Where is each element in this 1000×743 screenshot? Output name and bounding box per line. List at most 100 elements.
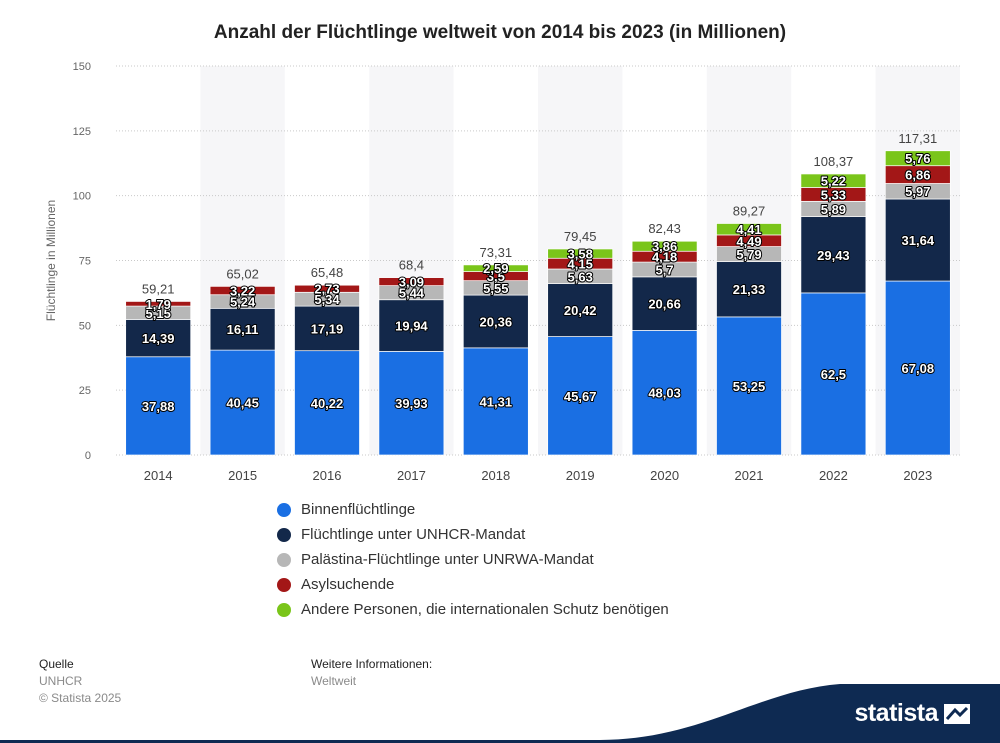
source-link[interactable]: UNHCR xyxy=(39,674,83,688)
legend-marker xyxy=(277,552,291,567)
bar-segment xyxy=(125,319,192,358)
total-label: 59,21 xyxy=(142,281,175,296)
bar-segment xyxy=(800,173,867,188)
x-tick-label: 2015 xyxy=(228,468,257,483)
bar-segment xyxy=(631,276,698,331)
data-label: 5,76 xyxy=(905,151,930,166)
y-tick-label: 125 xyxy=(73,126,91,138)
x-tick-label: 2018 xyxy=(481,468,510,483)
y-tick-label: 25 xyxy=(79,385,91,397)
bar-segment xyxy=(547,248,614,259)
bar-segment xyxy=(125,356,192,456)
bar-segment xyxy=(378,277,445,286)
y-tick-label: 75 xyxy=(79,256,91,268)
x-tick-label: 2023 xyxy=(903,468,932,483)
data-label: 5,63 xyxy=(568,269,593,284)
data-label: 40,45 xyxy=(226,396,259,411)
bar-segment xyxy=(462,347,529,456)
y-tick-label: 100 xyxy=(73,191,91,203)
info-heading: Weitere Informationen: xyxy=(311,657,433,671)
data-label: 3,5 xyxy=(487,269,505,284)
legend-marker xyxy=(277,577,291,592)
data-label: 5,15 xyxy=(146,306,171,321)
data-label: 5,24 xyxy=(230,295,256,310)
data-label: 40,22 xyxy=(311,396,344,411)
x-tick-label: 2021 xyxy=(735,468,764,483)
data-label: 21,33 xyxy=(733,282,766,297)
total-label: 89,27 xyxy=(733,203,766,218)
legend-item-asylsuchende[interactable]: Asylsuchende xyxy=(277,572,669,597)
data-label: 62,5 xyxy=(821,367,846,382)
total-label: 68,4 xyxy=(399,258,424,273)
bar-segment xyxy=(716,316,782,456)
total-label: 65,02 xyxy=(226,266,259,281)
bar-segment xyxy=(800,292,867,456)
data-label: 41,31 xyxy=(480,394,513,409)
source-block: Quelle UNHCR © Statista 2025 xyxy=(39,656,121,707)
data-label: 20,66 xyxy=(648,297,681,312)
x-tick-label: 2020 xyxy=(650,468,679,483)
x-tick-label: 2016 xyxy=(313,468,342,483)
data-label: 31,64 xyxy=(902,233,935,248)
data-label: 5,7 xyxy=(656,262,674,277)
bar-segment xyxy=(462,264,529,272)
bar-segment xyxy=(716,261,782,318)
data-label: 37,88 xyxy=(142,399,175,414)
data-label: 2,73 xyxy=(314,282,339,297)
copyright: © Statista 2025 xyxy=(39,691,122,705)
bar-segment xyxy=(125,301,192,307)
data-label: 3,09 xyxy=(399,275,424,290)
data-label: 19,94 xyxy=(395,319,428,334)
data-label: 6,86 xyxy=(905,168,930,183)
bar-segment xyxy=(716,223,782,236)
total-label: 108,37 xyxy=(814,154,854,169)
y-axis-label: Flüchtlinge in Millionen xyxy=(44,200,58,321)
total-label: 117,31 xyxy=(898,131,937,146)
data-label: 4,49 xyxy=(736,234,761,249)
y-tick-label: 0 xyxy=(85,450,91,462)
bar-segment xyxy=(462,294,529,349)
bar-segment xyxy=(209,349,276,456)
data-label: 5,79 xyxy=(736,247,761,262)
data-label: 1,79 xyxy=(146,297,171,312)
y-tick-label: 150 xyxy=(73,61,91,73)
x-tick-label: 2019 xyxy=(566,468,595,483)
legend-marker xyxy=(277,502,291,517)
legend-marker xyxy=(277,602,291,617)
legend-item-andere[interactable]: Andere Personen, die internationalen Sch… xyxy=(277,597,669,622)
total-label: 73,31 xyxy=(480,245,513,260)
source-heading: Quelle xyxy=(39,657,74,671)
data-label: 5,44 xyxy=(399,286,425,301)
bar-segment xyxy=(294,350,360,456)
bar-segment xyxy=(378,351,445,456)
data-label: 5,22 xyxy=(821,174,846,189)
bar-segment xyxy=(884,198,951,282)
data-label: 48,03 xyxy=(648,386,681,401)
data-label: 20,42 xyxy=(564,303,597,318)
info-block: Weitere Informationen: Weltweit xyxy=(311,656,432,690)
legend-label: Asylsuchende xyxy=(301,576,395,593)
statista-logo[interactable]: statista xyxy=(854,699,970,728)
legend-item-binnenfluechtlinge[interactable]: Binnenflüchtlinge xyxy=(277,497,669,522)
data-label: 45,67 xyxy=(564,389,597,404)
data-label: 4,41 xyxy=(736,222,761,237)
bar-segment xyxy=(294,284,360,293)
bar-segment xyxy=(631,330,698,456)
statista-logo-icon xyxy=(944,703,970,724)
legend-marker xyxy=(277,527,291,542)
x-tick-label: 2014 xyxy=(144,468,173,483)
brand-name: statista xyxy=(854,699,938,727)
bar-segment xyxy=(378,299,445,352)
total-label: 82,43 xyxy=(648,221,681,236)
data-label: 5,89 xyxy=(821,202,846,217)
total-label: 79,45 xyxy=(564,229,597,244)
legend-item-unhcr[interactable]: Flüchtlinge unter UNHCR-Mandat xyxy=(277,522,669,547)
chart-title: Anzahl der Flüchtlinge weltweit von 2014… xyxy=(213,22,787,43)
data-label: 5,55 xyxy=(483,281,508,296)
legend-item-unrwa[interactable]: Palästina-Flüchtlinge unter UNRWA-Mandat xyxy=(277,547,669,572)
x-tick-label: 2017 xyxy=(397,468,426,483)
data-label: 2,59 xyxy=(483,261,508,276)
bar-segment xyxy=(884,280,951,456)
